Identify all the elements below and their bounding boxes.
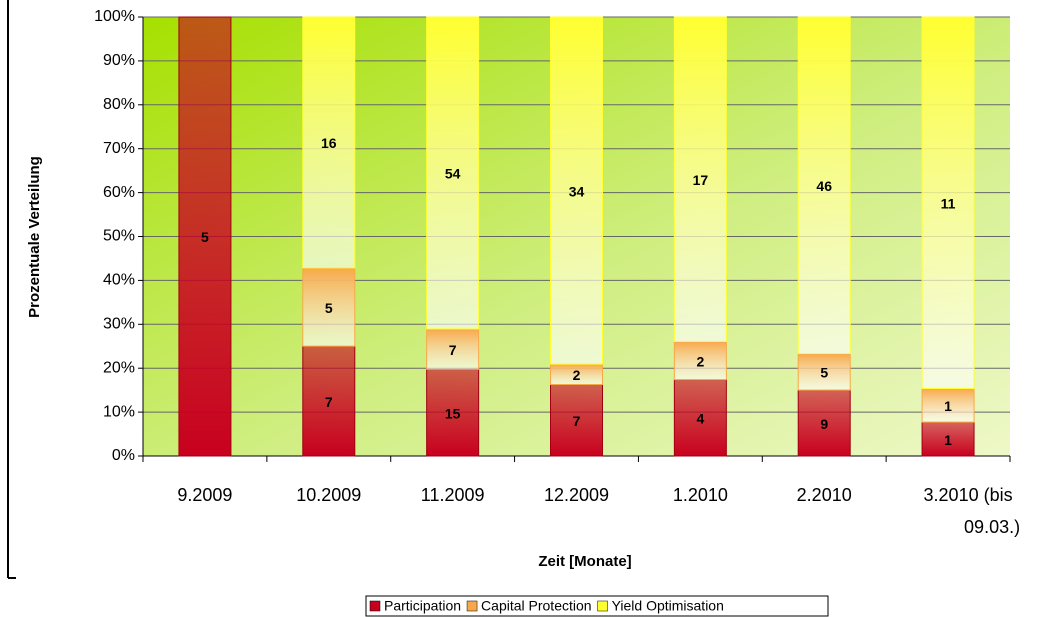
bar-segment xyxy=(673,16,727,342)
bar-segment xyxy=(550,16,603,365)
y-tick-label: 20% xyxy=(103,359,135,376)
bar-segment xyxy=(178,16,232,457)
x-tick-label: 10.2009 xyxy=(296,485,361,505)
bar-segment xyxy=(302,267,356,347)
data-label: 5 xyxy=(820,365,828,381)
bar-segment xyxy=(797,16,851,355)
data-label: 1 xyxy=(944,398,952,414)
data-label: 4 xyxy=(696,411,704,427)
y-tick-label: 10% xyxy=(103,403,135,420)
y-axis-title: Prozentuale Verteilung xyxy=(26,156,43,318)
data-label: 1 xyxy=(944,432,952,448)
data-label: 46 xyxy=(816,178,832,194)
data-label: 2 xyxy=(573,367,581,383)
x-axis-title: Zeit [Monate] xyxy=(538,553,631,570)
data-label: 11 xyxy=(941,195,956,211)
bar-segment xyxy=(426,328,480,370)
y-tick-label: 80% xyxy=(103,96,135,113)
x-tick-label: 9.2009 xyxy=(177,485,232,505)
data-label: 2 xyxy=(696,353,704,369)
legend-label: Capital Protection xyxy=(481,598,592,614)
y-tick-label: 50% xyxy=(103,228,135,245)
data-label: 15 xyxy=(445,405,461,421)
y-tick-label: 90% xyxy=(103,52,135,69)
legend-swatch xyxy=(466,600,478,612)
bar-segment xyxy=(921,16,975,389)
data-label: 7 xyxy=(449,342,457,358)
bar-segment xyxy=(673,379,727,457)
data-label: 5 xyxy=(325,300,333,316)
data-label: 7 xyxy=(573,413,581,429)
x-tick-label: 12.2009 xyxy=(544,485,609,505)
legend-swatch xyxy=(369,600,381,612)
legend-box xyxy=(365,595,829,617)
data-label: 54 xyxy=(445,166,461,182)
data-label: 16 xyxy=(321,135,337,151)
bar-segment xyxy=(302,16,356,269)
bar-segment xyxy=(426,16,480,330)
x-tick-label: 11.2009 xyxy=(421,485,485,505)
legend-label: Participation xyxy=(384,598,461,614)
y-tick-label: 0% xyxy=(112,447,135,464)
legend-swatch xyxy=(597,600,608,612)
x-tick-label: 3.2010 (bis 09.03.) xyxy=(924,485,1021,537)
legend-label: Yield Optimisation xyxy=(612,598,724,614)
bar-segment xyxy=(797,353,851,391)
y-tick-label: 70% xyxy=(103,140,135,157)
x-tick-label: 1.2010 xyxy=(673,485,728,505)
data-label: 34 xyxy=(569,183,585,199)
y-tick-label: 60% xyxy=(103,184,135,201)
bar-segment xyxy=(673,340,727,381)
data-label: 17 xyxy=(693,172,709,188)
bar-segment xyxy=(921,387,975,423)
x-tick-label: 2.2010 xyxy=(797,485,852,505)
bar-segment xyxy=(797,389,851,457)
data-label: 9 xyxy=(820,416,828,432)
bar-segment xyxy=(302,345,356,457)
y-tick-label: 40% xyxy=(103,272,135,289)
data-label: 7 xyxy=(325,394,333,410)
y-tick-label: 100% xyxy=(94,8,135,25)
data-label: 5 xyxy=(201,229,209,245)
y-tick-label: 30% xyxy=(103,316,135,333)
